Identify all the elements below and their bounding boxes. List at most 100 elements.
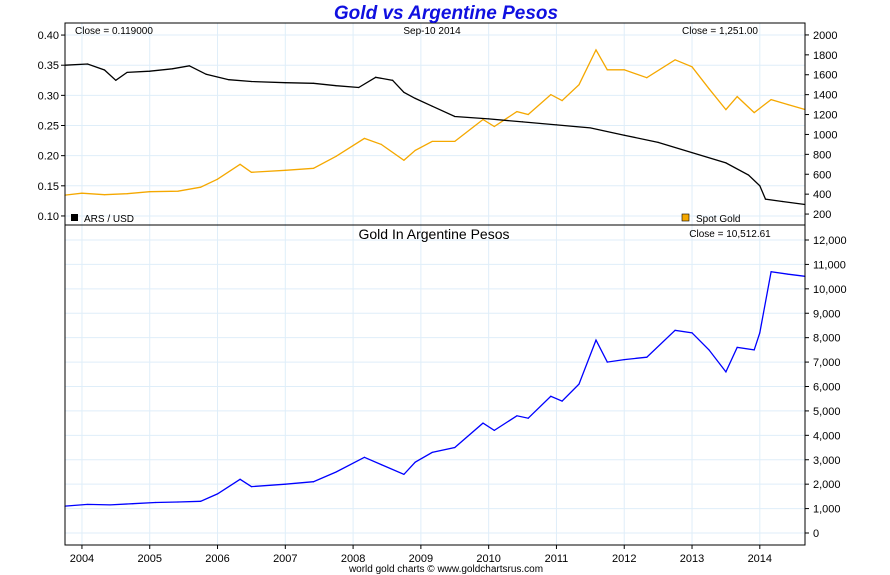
gold-in-pesos-line-point xyxy=(363,456,365,458)
left-y-tick-label: 0.40 xyxy=(38,30,59,42)
gold-in-pesos-line-point xyxy=(132,503,134,505)
ars-usd-line-point xyxy=(431,105,433,107)
ars-usd-line-point xyxy=(589,127,591,129)
spot-gold-line-point xyxy=(550,94,552,96)
plot-frame xyxy=(64,22,806,546)
spot-gold-line-point xyxy=(753,111,755,114)
lower-y-tick-label: 10,000 xyxy=(813,284,847,296)
gold-in-pesos-line-point xyxy=(482,422,484,424)
spot-gold-line-point xyxy=(623,69,625,71)
gold-in-pesos-line-point xyxy=(250,486,253,488)
gold-in-pesos-line-point xyxy=(86,503,89,506)
spot-gold-line-point xyxy=(431,140,433,143)
ars-usd-line-point xyxy=(250,80,253,83)
gold-in-pesos-line-point xyxy=(154,501,156,504)
legend-label-ars: ARS / USD xyxy=(84,214,134,225)
ars-usd-line-point xyxy=(284,82,286,84)
lower-y-tick-label: 0 xyxy=(813,528,819,540)
lower-y-tick-label: 4,000 xyxy=(813,430,841,442)
spot-gold-line-point xyxy=(527,113,529,116)
gold-in-pesos-line-point xyxy=(646,356,648,358)
legend-swatch-ars xyxy=(71,214,78,221)
lower-panel-title: Gold In Argentine Pesos xyxy=(359,226,510,242)
spot-gold-line-point xyxy=(335,155,337,157)
gold-in-pesos-line-point xyxy=(177,501,179,503)
ars-usd-line-point xyxy=(312,82,315,84)
right-y-tick-label: 200 xyxy=(813,209,831,221)
gold-in-pesos-line-point xyxy=(403,473,405,475)
spot-gold-line-point xyxy=(199,186,202,188)
spot-gold-line-point xyxy=(674,59,676,61)
spot-gold-line-point xyxy=(380,143,382,145)
ars-usd-line-point xyxy=(375,76,377,78)
left-y-tick-label: 0.15 xyxy=(38,181,59,193)
gold-in-pesos-line-point xyxy=(691,332,693,334)
left-y-tick-label: 0.30 xyxy=(38,90,59,102)
ars-usd-line-point xyxy=(205,73,207,75)
gold-in-pesos-line xyxy=(64,270,806,507)
spot-gold-line-point xyxy=(493,125,495,128)
spot-gold-line-point xyxy=(312,167,315,169)
gold-in-pesos-line-point xyxy=(787,273,789,275)
spot-gold-line-point xyxy=(284,169,286,171)
gold-in-pesos-line-point xyxy=(770,271,772,273)
ars-close-label: Close = 0.119000 xyxy=(75,26,153,37)
legend-label-gold: Spot Gold xyxy=(696,214,740,225)
gold-in-pesos-line-point xyxy=(623,359,625,361)
ars-usd-line-point xyxy=(86,63,89,65)
gold-in-pesos-line-point xyxy=(216,493,219,495)
ars-usd-line-point xyxy=(488,118,490,120)
lower-y-tick-label: 1,000 xyxy=(813,504,841,516)
gold-in-pesos-line-point xyxy=(759,332,761,334)
ars-usd-line-point xyxy=(414,97,416,99)
spot-gold-line-point xyxy=(403,159,405,161)
x-tick-label: 2013 xyxy=(680,553,704,565)
spot-gold-line-point xyxy=(725,108,727,111)
gold-in-pesos-line-point xyxy=(312,481,315,483)
gold-close-label: Close = 1,251.00 xyxy=(682,26,758,37)
series-lines xyxy=(64,48,806,507)
gold-in-pesos-line-point xyxy=(595,339,597,341)
gold-in-pesos-line-point xyxy=(736,346,738,349)
x-tick-label: 2004 xyxy=(70,553,94,565)
ars-usd-line-point xyxy=(228,79,230,81)
spot-gold-line-point xyxy=(606,69,608,71)
gold-in-pesos-line-point xyxy=(239,478,241,480)
spot-gold-line-point xyxy=(216,178,219,180)
lower-y-tick-label: 8,000 xyxy=(813,333,841,345)
spot-gold-line-point xyxy=(149,191,151,193)
ars-usd-line-point xyxy=(623,134,625,136)
gold-in-pesos-line-point xyxy=(199,500,202,502)
spot-gold-line-point xyxy=(736,96,738,98)
ars-usd-line-point xyxy=(521,121,524,123)
ars-usd-line-point xyxy=(171,68,173,70)
right-y-tick-label: 1000 xyxy=(813,129,837,141)
right-y-tick-label: 1800 xyxy=(813,50,837,62)
ars-usd-line xyxy=(64,63,806,206)
gold-in-pesos-line-point xyxy=(493,429,495,432)
spot-gold-line-point xyxy=(103,194,106,196)
pesos-close-label: Close = 10,512.61 xyxy=(689,229,771,240)
ars-usd-line-point xyxy=(657,141,659,143)
lower-y-tick-label: 3,000 xyxy=(813,455,841,467)
gold-in-pesos-line-point xyxy=(753,349,755,351)
spot-gold-line-point xyxy=(239,163,241,165)
gold-in-pesos-line-point xyxy=(578,383,580,385)
gold-in-pesos-line-point xyxy=(414,461,416,463)
ars-usd-line-point xyxy=(454,115,456,118)
spot-gold-line-point xyxy=(177,190,179,192)
left-y-tick-label: 0.25 xyxy=(38,121,59,133)
x-tick-label: 2014 xyxy=(748,553,772,565)
ars-usd-line-point xyxy=(781,200,784,203)
legend-swatch-gold xyxy=(681,213,690,222)
gold-in-pesos-line-point xyxy=(708,349,710,351)
right-y-tick-label: 1400 xyxy=(813,90,837,102)
right-y-tick-label: 800 xyxy=(813,149,831,161)
left-y-tick-label: 0.10 xyxy=(38,211,59,223)
gold-in-pesos-line-point xyxy=(527,417,529,419)
gold-in-pesos-line-point xyxy=(335,471,337,473)
spot-gold-line-point xyxy=(414,149,416,151)
x-tick-label: 2010 xyxy=(476,553,500,565)
spot-gold-line-point xyxy=(250,171,253,173)
grid xyxy=(65,23,805,545)
